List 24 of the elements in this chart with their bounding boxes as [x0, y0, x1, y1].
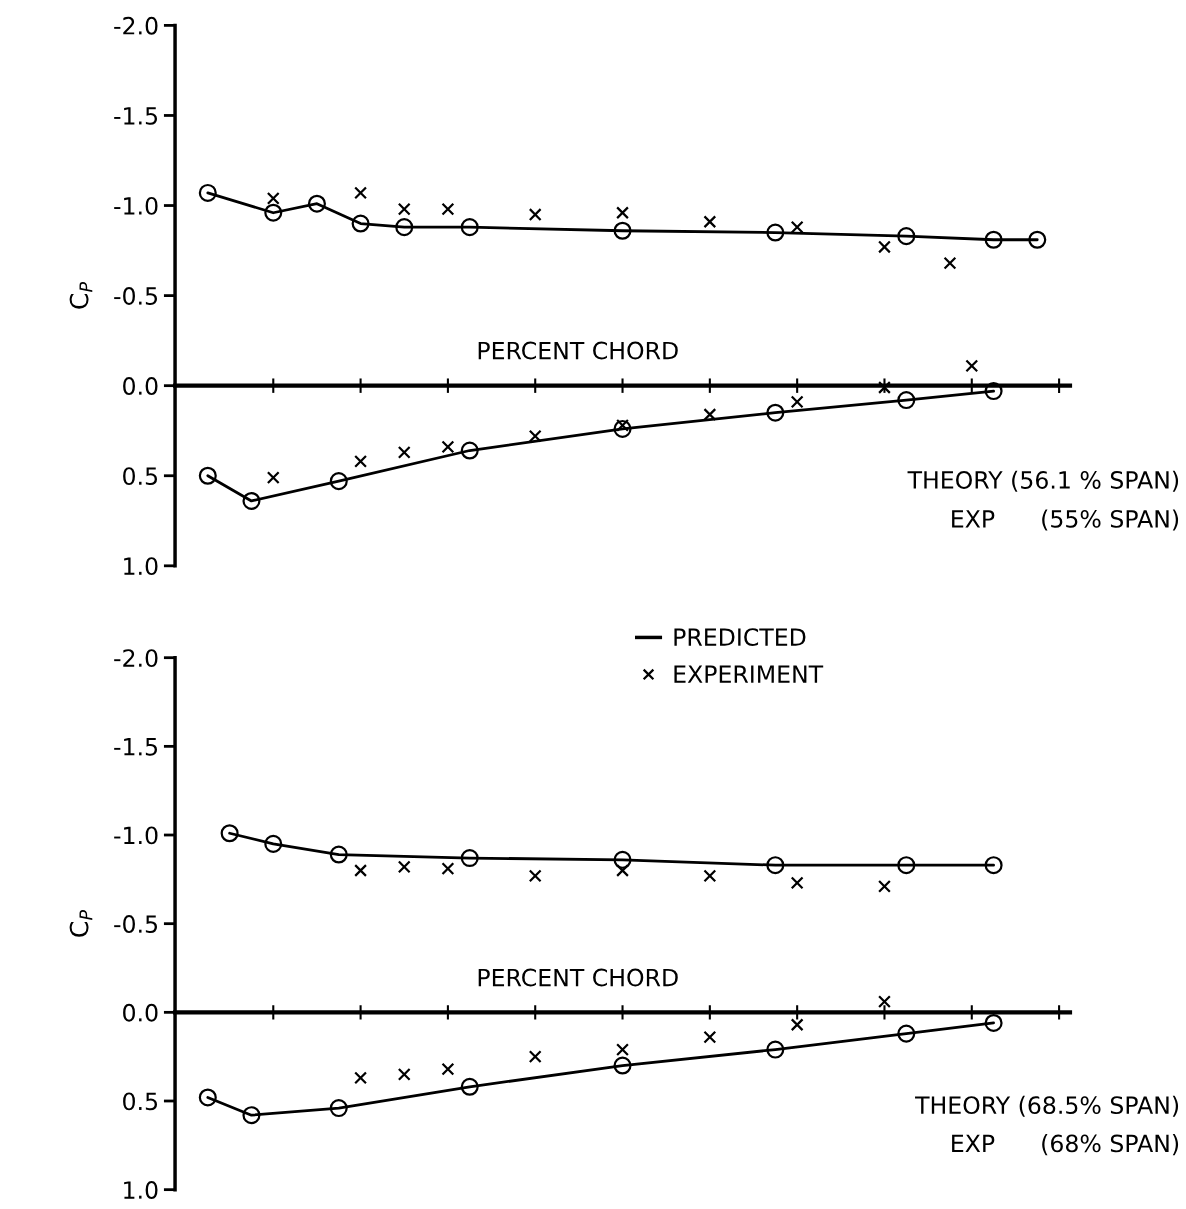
legend-label: PREDICTED [674, 628, 806, 647]
y-tick-label: -2.0 [114, 16, 158, 35]
y-tick-label: -1.0 [114, 826, 158, 845]
y-tick-label: 1.0 [124, 1181, 158, 1199]
y-tick-label: -1.5 [114, 738, 158, 756]
y-tick-label: -0.5 [114, 915, 158, 933]
y-tick-label: -0.5 [114, 287, 158, 305]
y-tick-label: -1.0 [114, 196, 158, 215]
y-tick-label: -1.5 [114, 107, 158, 125]
y-tick-label: 0.0 [123, 377, 158, 395]
annotation: THEORY (68.5% SPAN) [915, 1095, 1179, 1117]
x-axis-title: PERCENT CHORD [478, 341, 678, 360]
legend-label: EXPERIMENT [674, 665, 824, 683]
y-tick-label: -2.0 [114, 649, 158, 667]
y-axis-title: C$_{P}$ [69, 909, 93, 937]
x-axis-title: PERCENT CHORD [478, 968, 678, 987]
annotation: EXP (55% SPAN) [952, 509, 1179, 531]
annotation: THEORY (56.1 % SPAN) [907, 470, 1179, 492]
y-tick-label: 1.0 [124, 557, 158, 576]
y-tick-label: 0.0 [123, 1003, 158, 1022]
y-tick-label: 0.5 [123, 1092, 158, 1111]
annotation: EXP (68% SPAN) [952, 1134, 1179, 1156]
y-tick-label: 0.5 [123, 467, 158, 486]
y-axis-title: C$_{P}$ [69, 281, 93, 309]
